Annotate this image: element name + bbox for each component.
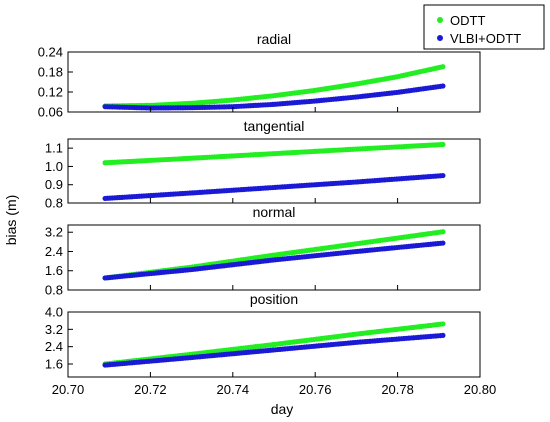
panel-normal: normal 0.8 1.6 2.4 3.2: [45, 204, 481, 298]
data-point: [440, 64, 446, 70]
legend-label-odtt: ODTT: [450, 13, 485, 28]
data-point: [440, 240, 446, 246]
y-tick-label: 0.8: [45, 283, 63, 298]
y-tick-label: 2.4: [45, 339, 63, 354]
y-tick-label: 1.0: [45, 159, 63, 174]
legend-marker-odtt: [437, 17, 443, 23]
x-tick-label: 20.72: [134, 382, 167, 397]
y-tick-label: 3.2: [45, 225, 63, 240]
panel-title: normal: [253, 204, 296, 220]
legend-marker-vlbi-odtt: [437, 35, 443, 41]
y-tick-label: 1.6: [45, 357, 63, 372]
data-point: [440, 229, 446, 235]
series-vlbi-odtt: [102, 172, 446, 202]
y-tick-label: 1.6: [45, 263, 63, 278]
panel-frame: [67, 51, 481, 113]
y-tick-label: 3.2: [45, 322, 63, 337]
y-tick-label: 4.0: [45, 305, 63, 320]
series-vlbi-odtt: [102, 332, 446, 368]
panel-position: position 1.6 2.4 3.2 4.0: [45, 291, 481, 378]
legend: ODTT VLBI+ODTT: [423, 4, 545, 50]
panel-radial: radial 0.06 0.12 0.18 0.24: [38, 31, 481, 120]
series-odtt: [102, 141, 446, 166]
y-tick-label: 0.24: [38, 45, 63, 60]
panels-group: radial 0.06 0.12 0.18 0.24 tangential 0.8 0.9 1.…: [38, 31, 481, 378]
y-tick-label: 1.1: [45, 141, 63, 156]
legend-label-vlbi-odtt: VLBI+ODTT: [450, 31, 521, 46]
y-tick-label: 0.18: [38, 65, 63, 80]
panel-frame: [67, 138, 481, 204]
x-tick-label: 20.74: [217, 382, 250, 397]
data-point: [440, 83, 446, 89]
y-tick-label: 0.06: [38, 105, 63, 120]
panel-frame: [67, 311, 481, 378]
x-axis-label: day: [271, 401, 294, 417]
panel-title: position: [250, 291, 298, 307]
x-tick-label: 20.80: [464, 382, 497, 397]
panel-title: radial: [257, 31, 291, 47]
y-axis-label: bias (m): [3, 195, 19, 246]
y-tick-label: 0.12: [38, 85, 63, 100]
x-tick-label: 20.76: [299, 382, 332, 397]
series-vlbi-odtt: [102, 83, 446, 111]
series-vlbi-odtt: [102, 240, 446, 281]
data-point: [440, 332, 446, 338]
x-tick-label: 20.70: [52, 382, 85, 397]
panel-title: tangential: [244, 118, 305, 134]
panel-frame: [67, 224, 481, 291]
y-tick-label: 0.8: [45, 196, 63, 211]
data-point: [440, 172, 446, 179]
legend-frame: [423, 4, 545, 50]
x-tick-label: 20.78: [381, 382, 414, 397]
data-point: [440, 321, 446, 327]
x-axis: 20.70 20.72 20.74 20.76 20.78 20.80: [52, 382, 497, 397]
data-point: [440, 141, 446, 148]
panel-tangential: tangential 0.8 0.9 1.0 1.1: [45, 118, 481, 211]
y-tick-label: 2.4: [45, 244, 63, 259]
y-tick-label: 0.9: [45, 177, 63, 192]
series-odtt: [102, 64, 446, 109]
